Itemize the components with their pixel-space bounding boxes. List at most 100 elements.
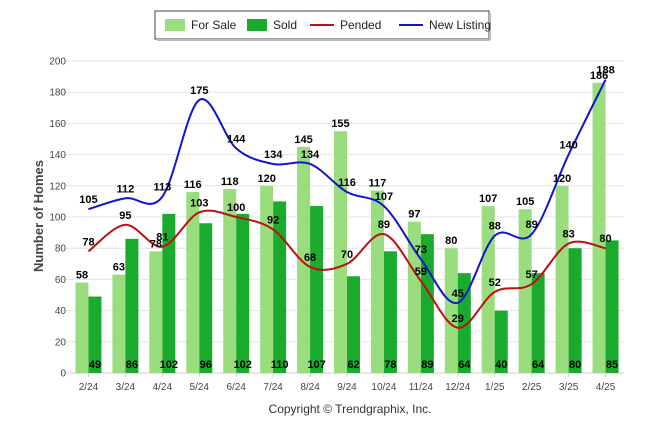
x-tick-label: 6/24 bbox=[226, 382, 246, 393]
bar-for-sale bbox=[555, 185, 569, 373]
data-label-for-sale: 145 bbox=[294, 134, 312, 146]
line-pended bbox=[87, 209, 606, 329]
data-label-pended: 83 bbox=[562, 229, 574, 241]
data-label-pended: 89 bbox=[378, 219, 390, 231]
data-label-pended: 80 bbox=[599, 233, 611, 245]
y-tick-label: 80 bbox=[55, 244, 67, 255]
bar-sold bbox=[568, 248, 582, 373]
data-label-for-sale: 120 bbox=[553, 173, 571, 185]
data-label-new-listing: 45 bbox=[452, 288, 464, 300]
bar-for-sale bbox=[223, 188, 237, 373]
data-label-sold: 110 bbox=[271, 359, 289, 371]
data-label-sold: 64 bbox=[532, 359, 545, 371]
data-label-for-sale: 97 bbox=[408, 209, 420, 221]
bars bbox=[75, 82, 619, 373]
bar-for-sale bbox=[260, 185, 274, 373]
data-label-pended: 59 bbox=[415, 266, 427, 278]
data-label-new-listing: 134 bbox=[301, 149, 320, 161]
data-label-for-sale: 155 bbox=[331, 118, 349, 130]
bar-for-sale bbox=[186, 192, 200, 373]
legend-swatch-sold bbox=[247, 19, 267, 31]
y-tick-label: 100 bbox=[49, 213, 66, 224]
line-new-listing bbox=[88, 79, 607, 304]
data-label-sold: 107 bbox=[307, 359, 325, 371]
bar-sold bbox=[162, 213, 176, 373]
bar-for-sale bbox=[75, 282, 89, 373]
data-label-pended: 52 bbox=[489, 277, 501, 289]
data-label-pended: 95 bbox=[119, 210, 131, 222]
bar-sold bbox=[420, 234, 434, 373]
data-label-sold: 86 bbox=[126, 359, 138, 371]
data-label-new-listing: 113 bbox=[153, 182, 171, 194]
legend-label-new-listing: New Listing bbox=[429, 18, 491, 32]
data-label-new-listing: 140 bbox=[559, 140, 577, 152]
legend: For Sale Sold Pended New Listing bbox=[154, 10, 491, 41]
data-label-for-sale: 120 bbox=[257, 173, 275, 185]
data-label-new-listing: 175 bbox=[190, 85, 208, 97]
data-label-pended: 78 bbox=[82, 236, 94, 248]
bar-for-sale bbox=[112, 274, 126, 373]
y-tick-label: 160 bbox=[49, 119, 66, 130]
x-tick-label: 12/24 bbox=[445, 382, 470, 393]
x-tick-label: 11/24 bbox=[409, 382, 434, 393]
bar-sold bbox=[494, 310, 508, 373]
data-label-for-sale: 78 bbox=[150, 238, 162, 250]
data-label-sold: 80 bbox=[569, 359, 581, 371]
data-label-new-listing: 107 bbox=[375, 191, 393, 203]
x-tick-label: 3/25 bbox=[559, 382, 579, 393]
x-tick-label: 4/25 bbox=[596, 382, 616, 393]
data-label-sold: 62 bbox=[347, 359, 359, 371]
data-label-for-sale: 107 bbox=[479, 193, 497, 205]
x-tick-label: 3/24 bbox=[116, 382, 136, 393]
bar-for-sale bbox=[370, 190, 384, 373]
data-label-new-listing: 116 bbox=[338, 177, 356, 189]
series-lines bbox=[87, 79, 607, 329]
y-tick-label: 20 bbox=[55, 337, 67, 348]
legend-label-pended: Pended bbox=[340, 18, 381, 32]
data-label-for-sale: 58 bbox=[76, 270, 88, 282]
bar-sold bbox=[273, 201, 287, 373]
bar-sold bbox=[125, 238, 139, 373]
bar-for-sale bbox=[407, 221, 421, 373]
data-labels: 58 63 78 116 118 120 145 155 117 97 80 107 105 120 186… bbox=[76, 65, 618, 371]
data-label-for-sale: 105 bbox=[516, 196, 534, 208]
data-label-for-sale: 186 bbox=[590, 70, 608, 82]
data-label-pended: 81 bbox=[156, 232, 168, 244]
bar-for-sale bbox=[592, 82, 606, 373]
data-label-for-sale: 118 bbox=[221, 176, 239, 188]
data-label-new-listing: 89 bbox=[526, 219, 538, 231]
copyright-credit: Copyright © Trendgraphix, Inc. bbox=[269, 402, 432, 416]
data-label-pended: 29 bbox=[452, 313, 464, 325]
bar-for-sale bbox=[444, 248, 458, 373]
data-label-new-listing: 188 bbox=[596, 65, 614, 77]
bar-sold bbox=[236, 213, 250, 373]
bar-sold bbox=[383, 251, 397, 373]
bar-sold bbox=[347, 276, 360, 373]
data-label-pended: 103 bbox=[190, 197, 208, 209]
data-label-pended: 57 bbox=[526, 269, 538, 281]
data-label-sold: 78 bbox=[384, 359, 396, 371]
x-tick-label: 2/24 bbox=[79, 382, 99, 393]
data-label-pended: 68 bbox=[304, 252, 316, 264]
y-tick-label: 0 bbox=[60, 369, 66, 380]
x-tick-label: 10/24 bbox=[371, 382, 396, 393]
x-tick-label: 8/24 bbox=[300, 382, 320, 393]
bar-sold bbox=[605, 240, 619, 373]
data-label-pended: 70 bbox=[341, 249, 353, 261]
data-label-sold: 64 bbox=[458, 359, 471, 371]
data-label-sold: 89 bbox=[421, 359, 433, 371]
y-tick-label: 60 bbox=[55, 275, 67, 286]
legend-label-for-sale: For Sale bbox=[191, 18, 237, 32]
data-label-pended: 100 bbox=[227, 202, 245, 214]
x-tick-label: 9/24 bbox=[337, 382, 357, 393]
y-tick-label: 180 bbox=[49, 88, 66, 99]
data-label-new-listing: 73 bbox=[415, 244, 427, 256]
data-label-for-sale: 63 bbox=[113, 262, 125, 274]
legend-swatch-for-sale bbox=[165, 19, 185, 31]
y-tick-label: 140 bbox=[49, 150, 66, 161]
data-label-new-listing: 88 bbox=[489, 221, 501, 233]
bar-sold bbox=[310, 206, 324, 373]
data-label-sold: 85 bbox=[606, 359, 618, 371]
x-tick-label: 5/24 bbox=[190, 382, 210, 393]
